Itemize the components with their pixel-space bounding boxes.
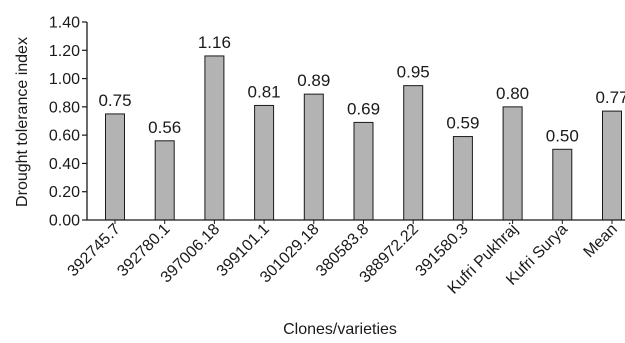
data-label: 0.59 bbox=[446, 114, 479, 133]
y-tick-label: 1.40 bbox=[49, 15, 80, 32]
y-tick-label: 1.20 bbox=[49, 43, 80, 60]
data-label: 0.77 bbox=[595, 88, 625, 107]
data-label: 0.69 bbox=[347, 99, 380, 118]
y-axis-ticks: 0.00 0.20 0.40 0.60 0.80 1.00 1.20 1.40 bbox=[49, 15, 87, 230]
data-label: 0.75 bbox=[98, 91, 131, 110]
data-label: 0.50 bbox=[546, 126, 579, 145]
bar bbox=[353, 121, 374, 221]
data-label: 1.16 bbox=[198, 33, 231, 52]
y-tick-label: 0.00 bbox=[49, 213, 80, 230]
bar bbox=[452, 136, 473, 221]
y-tick-label: 0.60 bbox=[49, 128, 80, 145]
bar bbox=[403, 85, 424, 221]
y-tick-label: 0.80 bbox=[49, 99, 80, 116]
bar bbox=[502, 106, 523, 221]
y-tick-label: 0.40 bbox=[49, 156, 80, 173]
y-axis-title: Drought tolerance index bbox=[14, 37, 31, 207]
data-label: 0.56 bbox=[148, 118, 181, 137]
value-labels: 0.75 0.56 1.16 0.81 0.89 0.69 0.95 0.59 0.80 0.50… bbox=[98, 33, 625, 145]
data-label: 0.89 bbox=[297, 71, 330, 90]
bar bbox=[303, 93, 324, 221]
bar bbox=[552, 148, 573, 221]
bars bbox=[105, 55, 622, 221]
bar bbox=[254, 104, 275, 221]
bar bbox=[105, 113, 125, 221]
data-label: 0.95 bbox=[397, 63, 430, 82]
data-label: 0.81 bbox=[248, 82, 281, 101]
bar bbox=[204, 55, 225, 221]
x-axis-title: Clones/varieties bbox=[283, 321, 397, 338]
x-tick-label: Mean bbox=[581, 221, 621, 261]
y-tick-label: 1.00 bbox=[49, 71, 80, 88]
x-axis-ticks: 392745.7392780.1397006.18399101.1301029.… bbox=[65, 220, 621, 298]
bar bbox=[602, 110, 622, 221]
y-tick-label: 0.20 bbox=[49, 184, 80, 201]
data-label: 0.80 bbox=[496, 84, 529, 103]
bar bbox=[154, 140, 175, 221]
x-tick-label: 392745.7 bbox=[65, 221, 124, 280]
